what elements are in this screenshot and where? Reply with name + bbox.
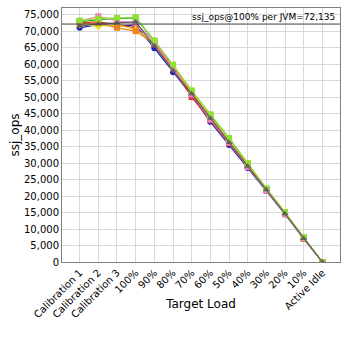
svg-text:60%: 60% bbox=[192, 267, 216, 291]
svg-text:100%: 100% bbox=[113, 267, 141, 295]
svg-text:Calibration 3: Calibration 3 bbox=[69, 267, 122, 320]
svg-text:10,000: 10,000 bbox=[24, 224, 59, 235]
svg-text:0: 0 bbox=[53, 257, 59, 268]
svg-text:ssj_ops: ssj_ops bbox=[8, 113, 22, 156]
svg-text:Calibration 2: Calibration 2 bbox=[50, 267, 103, 320]
svg-text:30%: 30% bbox=[248, 267, 272, 291]
svg-text:15,000: 15,000 bbox=[24, 207, 59, 218]
svg-text:Active Idle: Active Idle bbox=[283, 267, 328, 312]
svg-text:55,000: 55,000 bbox=[24, 75, 59, 86]
svg-text:10%: 10% bbox=[285, 267, 309, 291]
svg-text:70%: 70% bbox=[173, 267, 197, 291]
svg-text:65,000: 65,000 bbox=[24, 42, 59, 53]
svg-text:70,000: 70,000 bbox=[24, 26, 59, 37]
svg-text:75,000: 75,000 bbox=[24, 9, 59, 20]
svg-text:90%: 90% bbox=[136, 267, 160, 291]
svg-text:80%: 80% bbox=[154, 267, 178, 291]
svg-text:Target Load: Target Load bbox=[165, 297, 236, 311]
svg-text:50,000: 50,000 bbox=[24, 92, 59, 103]
svg-text:35,000: 35,000 bbox=[24, 141, 59, 152]
svg-text:40%: 40% bbox=[229, 267, 253, 291]
svg-text:5,000: 5,000 bbox=[30, 240, 59, 251]
svg-text:60,000: 60,000 bbox=[24, 59, 59, 70]
svg-text:20%: 20% bbox=[266, 267, 290, 291]
svg-text:45,000: 45,000 bbox=[24, 108, 59, 119]
svg-text:50%: 50% bbox=[210, 267, 234, 291]
svg-text:ssj_ops@100% per JVM=72,135: ssj_ops@100% per JVM=72,135 bbox=[192, 12, 335, 22]
svg-text:Calibration 1: Calibration 1 bbox=[32, 267, 85, 320]
svg-text:20,000: 20,000 bbox=[24, 191, 59, 202]
svg-text:30,000: 30,000 bbox=[24, 158, 59, 169]
svg-text:25,000: 25,000 bbox=[24, 174, 59, 185]
svg-text:40,000: 40,000 bbox=[24, 125, 59, 136]
